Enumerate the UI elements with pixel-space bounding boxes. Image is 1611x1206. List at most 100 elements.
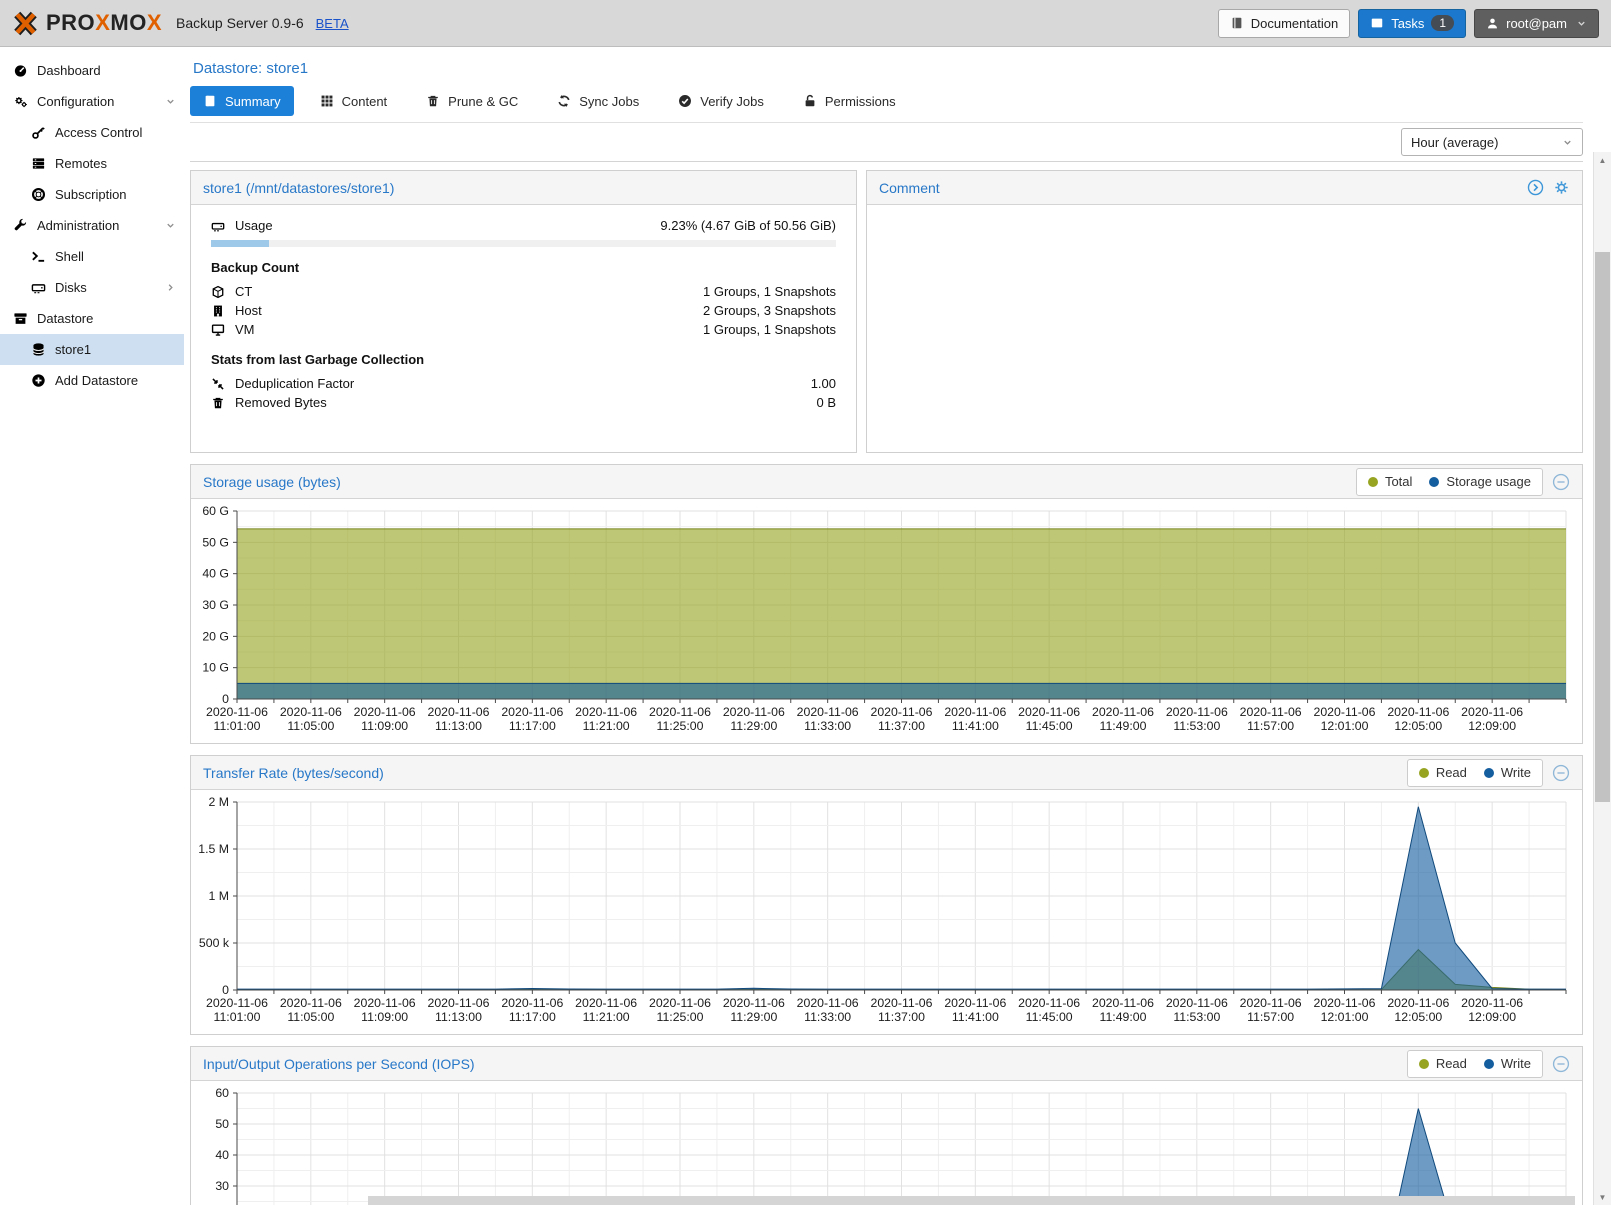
circle-chevron-right-icon[interactable] bbox=[1527, 179, 1544, 196]
sidebar-item-store1[interactable]: store1 bbox=[0, 334, 184, 365]
stat-row-host: Host 2 Groups, 3 Snapshots bbox=[211, 301, 836, 320]
usage-row: Usage 9.23% (4.67 GiB of 50.56 GiB) bbox=[211, 216, 836, 235]
svg-text:12:01:00: 12:01:00 bbox=[1321, 1010, 1369, 1024]
svg-text:11:09:00: 11:09:00 bbox=[361, 719, 408, 733]
datastore-summary-panel: store1 (/mnt/datastores/store1) Usage 9.… bbox=[190, 170, 857, 453]
svg-text:2020-11-06: 2020-11-06 bbox=[1387, 996, 1449, 1010]
svg-text:11:45:00: 11:45:00 bbox=[1026, 1010, 1073, 1024]
minus-circle-icon[interactable] bbox=[1552, 764, 1570, 782]
time-range-select[interactable]: Hour (average) bbox=[1401, 128, 1583, 156]
legend-item-total[interactable]: Total bbox=[1367, 474, 1412, 489]
chart-panel-iops: Input/Output Operations per Second (IOPS… bbox=[190, 1046, 1583, 1205]
svg-text:2020-11-06: 2020-11-06 bbox=[501, 705, 563, 719]
documentation-button[interactable]: Documentation bbox=[1217, 8, 1351, 38]
chevron-down-icon bbox=[165, 220, 176, 231]
comment-panel-title: Comment bbox=[879, 179, 940, 196]
sidebar-item-datastore[interactable]: Datastore bbox=[0, 303, 184, 334]
legend-label: Storage usage bbox=[1446, 474, 1531, 489]
minus-circle-icon[interactable] bbox=[1552, 1055, 1570, 1073]
sidebar-item-subscription[interactable]: Subscription bbox=[0, 179, 184, 210]
tab-label: Prune & GC bbox=[448, 93, 519, 109]
svg-text:0: 0 bbox=[222, 983, 229, 997]
proxmox-x-mark-icon bbox=[12, 10, 39, 37]
svg-text:2020-11-06: 2020-11-06 bbox=[428, 996, 490, 1010]
sidebar-item-dashboard[interactable]: Dashboard bbox=[0, 55, 184, 86]
sidebar-item-remotes[interactable]: Remotes bbox=[0, 148, 184, 179]
sidebar-item-label: Subscription bbox=[55, 187, 127, 202]
scrollbar-thumb[interactable] bbox=[1595, 252, 1610, 802]
legend-item-read[interactable]: Read bbox=[1418, 1056, 1467, 1071]
svg-text:11:37:00: 11:37:00 bbox=[878, 719, 925, 733]
svg-text:2020-11-06: 2020-11-06 bbox=[944, 705, 1006, 719]
legend-item-write[interactable]: Write bbox=[1483, 1056, 1531, 1071]
database-icon bbox=[29, 342, 47, 357]
datastore-summary-panel-header: store1 (/mnt/datastores/store1) bbox=[191, 171, 856, 205]
sidebar-item-disks[interactable]: Disks bbox=[0, 272, 184, 303]
gc-stats-heading: Stats from last Garbage Collection bbox=[211, 352, 425, 367]
legend-item-storage-usage[interactable]: Storage usage bbox=[1429, 474, 1531, 489]
tab-permissions[interactable]: Permissions bbox=[790, 86, 909, 116]
tab-sync-jobs[interactable]: Sync Jobs bbox=[544, 86, 652, 116]
tab-content[interactable]: Content bbox=[307, 86, 401, 116]
tab-label: Summary bbox=[225, 93, 281, 109]
sidebar-item-administration[interactable]: Administration bbox=[0, 210, 184, 241]
compress-icon bbox=[211, 377, 228, 391]
task-list-icon bbox=[1370, 16, 1384, 30]
sidebar-item-configuration[interactable]: Configuration bbox=[0, 86, 184, 117]
comment-panel: Comment bbox=[866, 170, 1583, 453]
svg-text:2020-11-06: 2020-11-06 bbox=[206, 996, 268, 1010]
sidebar-item-label: Shell bbox=[55, 249, 84, 264]
plus-circle-icon bbox=[29, 373, 47, 388]
tab-verify-jobs[interactable]: Verify Jobs bbox=[665, 86, 777, 116]
beta-link[interactable]: BETA bbox=[315, 15, 349, 31]
svg-text:2020-11-06: 2020-11-06 bbox=[1240, 996, 1302, 1010]
chart-panel-transfer-rate: Transfer Rate (bytes/second) Read Write 0 50… bbox=[190, 755, 1583, 1035]
chevron-down-icon bbox=[1576, 18, 1587, 29]
svg-text:0: 0 bbox=[222, 692, 229, 706]
sidebar-item-add-datastore[interactable]: Add Datastore bbox=[0, 365, 184, 396]
legend-item-write[interactable]: Write bbox=[1483, 765, 1531, 780]
tab-summary[interactable]: Summary bbox=[190, 86, 294, 116]
legend-dot-icon bbox=[1429, 476, 1440, 487]
chart-title: Transfer Rate (bytes/second) bbox=[203, 764, 384, 781]
svg-text:11:29:00: 11:29:00 bbox=[730, 719, 777, 733]
gear-icon[interactable] bbox=[1553, 179, 1570, 196]
scroll-up-arrow[interactable]: ▲ bbox=[1598, 155, 1607, 165]
tab-prune-gc[interactable]: Prune & GC bbox=[413, 86, 531, 116]
stat-label: Host bbox=[235, 303, 262, 318]
svg-text:1.5 M: 1.5 M bbox=[198, 842, 229, 856]
svg-text:11:33:00: 11:33:00 bbox=[804, 1010, 851, 1024]
svg-text:12:05:00: 12:05:00 bbox=[1394, 719, 1442, 733]
stat-value: 1 Groups, 1 Snapshots bbox=[703, 322, 836, 337]
minus-circle-icon[interactable] bbox=[1552, 473, 1570, 491]
user-menu-button[interactable]: root@pam bbox=[1474, 8, 1599, 38]
horizontal-scrollbar[interactable] bbox=[368, 1196, 1575, 1205]
svg-text:2020-11-06: 2020-11-06 bbox=[206, 705, 268, 719]
svg-text:2020-11-06: 2020-11-06 bbox=[501, 996, 563, 1010]
svg-text:11:25:00: 11:25:00 bbox=[657, 719, 704, 733]
legend-item-read[interactable]: Read bbox=[1418, 765, 1467, 780]
sync-icon bbox=[557, 94, 571, 108]
topbar: PROXMOX Backup Server 0.9-6 BETA Documen… bbox=[0, 0, 1611, 47]
key-icon bbox=[29, 125, 47, 140]
svg-text:2020-11-06: 2020-11-06 bbox=[1461, 996, 1523, 1010]
usage-progress-fill bbox=[211, 240, 269, 247]
trash-icon bbox=[211, 396, 228, 410]
legend-label: Read bbox=[1435, 1056, 1467, 1071]
dashboard-icon bbox=[11, 63, 29, 78]
building-icon bbox=[211, 304, 228, 318]
scroll-down-arrow[interactable]: ▼ bbox=[1598, 1192, 1607, 1202]
svg-text:11:57:00: 11:57:00 bbox=[1247, 1010, 1294, 1024]
summary-toolbar: Hour (average) bbox=[190, 122, 1583, 162]
hdd-icon bbox=[211, 219, 228, 233]
tasks-button[interactable]: Tasks 1 bbox=[1358, 8, 1467, 38]
svg-text:2020-11-06: 2020-11-06 bbox=[649, 705, 711, 719]
svg-text:2020-11-06: 2020-11-06 bbox=[1166, 705, 1228, 719]
svg-text:2020-11-06: 2020-11-06 bbox=[797, 705, 859, 719]
vertical-scrollbar: ▲ ▼ bbox=[1593, 47, 1611, 1205]
proxmox-logo[interactable]: PROXMOX bbox=[12, 10, 162, 37]
sidebar-item-access-control[interactable]: Access Control bbox=[0, 117, 184, 148]
sidebar-item-shell[interactable]: Shell bbox=[0, 241, 184, 272]
svg-text:2020-11-06: 2020-11-06 bbox=[1092, 996, 1154, 1010]
svg-text:2020-11-06: 2020-11-06 bbox=[1314, 996, 1376, 1010]
